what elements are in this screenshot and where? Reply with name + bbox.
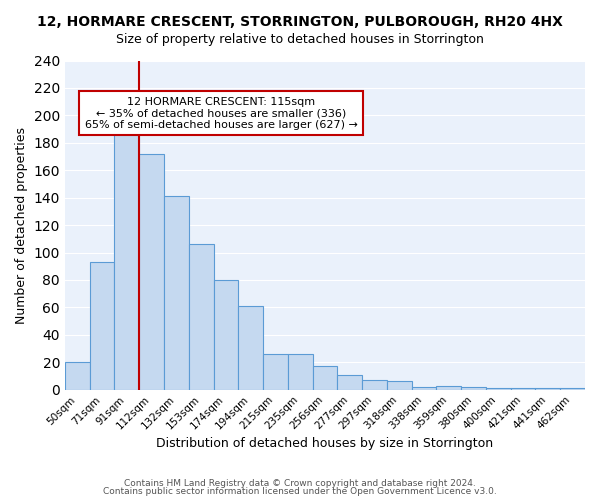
Bar [362, 380, 387, 390]
Bar [263, 354, 288, 390]
Y-axis label: Number of detached properties: Number of detached properties [15, 126, 28, 324]
Bar [535, 388, 560, 390]
Bar [238, 306, 263, 390]
Bar [461, 387, 486, 390]
Text: Contains HM Land Registry data © Crown copyright and database right 2024.: Contains HM Land Registry data © Crown c… [124, 478, 476, 488]
Bar [387, 382, 412, 390]
Bar [511, 388, 535, 390]
Bar [288, 354, 313, 390]
Bar [115, 116, 139, 390]
Bar [189, 244, 214, 390]
Bar [89, 262, 115, 390]
X-axis label: Distribution of detached houses by size in Storrington: Distribution of detached houses by size … [157, 437, 494, 450]
Bar [560, 388, 585, 390]
Bar [337, 374, 362, 390]
Text: Size of property relative to detached houses in Storrington: Size of property relative to detached ho… [116, 32, 484, 46]
Bar [164, 196, 189, 390]
Text: 12 HORMARE CRESCENT: 115sqm
← 35% of detached houses are smaller (336)
65% of se: 12 HORMARE CRESCENT: 115sqm ← 35% of det… [85, 96, 358, 130]
Text: Contains public sector information licensed under the Open Government Licence v3: Contains public sector information licen… [103, 487, 497, 496]
Bar [139, 154, 164, 390]
Bar [313, 366, 337, 390]
Text: 12, HORMARE CRESCENT, STORRINGTON, PULBOROUGH, RH20 4HX: 12, HORMARE CRESCENT, STORRINGTON, PULBO… [37, 15, 563, 29]
Bar [436, 386, 461, 390]
Bar [486, 388, 511, 390]
Bar [412, 387, 436, 390]
Bar [214, 280, 238, 390]
Bar [65, 362, 89, 390]
